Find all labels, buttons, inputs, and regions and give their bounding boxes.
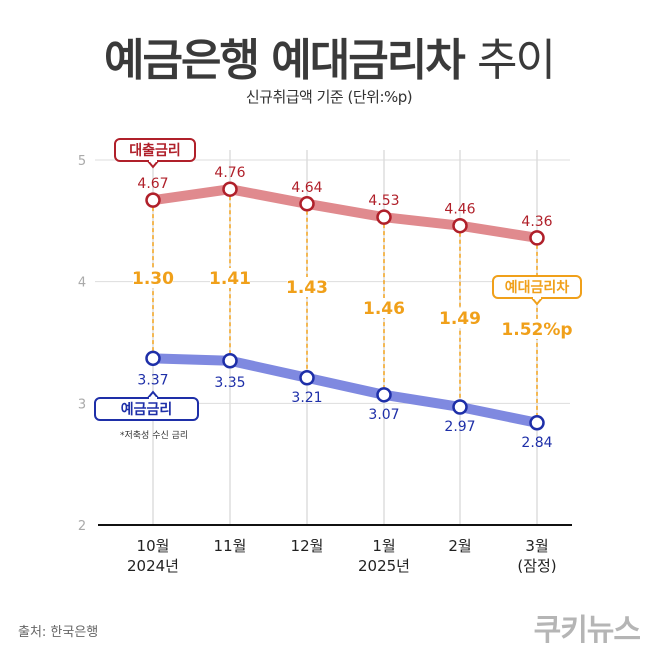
x-tick-label: 12월: [291, 537, 324, 555]
deposit-note: *저축성 수신 금리: [120, 431, 189, 441]
spread-label: 1.43: [286, 278, 328, 298]
deposit-legend-pointer-mask: [149, 397, 157, 400]
x-tick-label: 10월: [137, 537, 170, 555]
deposit-value-label: 2.97: [444, 419, 475, 435]
deposit-value-label: 3.37: [137, 372, 168, 388]
spread-legend-label: 예대금리차: [505, 280, 570, 296]
x-tick-label: 2월: [448, 537, 471, 555]
spread-label-bg: [210, 268, 250, 288]
loan-point: [452, 217, 468, 234]
x-tick-sublabel: (잠정): [517, 557, 556, 575]
x-tick-sublabel: 2025년: [358, 557, 410, 575]
deposit-value-label: 3.35: [214, 375, 245, 391]
logo: 쿠키뉴스: [533, 613, 641, 648]
loan-legend-pointer-mask: [149, 159, 157, 162]
subtitle: 신규취급액 기준 (단위:%p): [245, 88, 413, 106]
x-tick-label: 11월: [214, 537, 247, 555]
spread-label-bg: [287, 277, 327, 297]
deposit-rate-line: [148, 353, 542, 428]
x-tick-label: 1월: [372, 537, 395, 555]
spread-label-bg: [364, 298, 404, 318]
loan-point: [145, 192, 161, 208]
title-bold: 예금은행 예대금리차: [104, 35, 466, 86]
source: 출처: 한국은행: [18, 625, 99, 640]
spread-label-bg: [508, 319, 566, 339]
spread-label-bg: [440, 308, 480, 328]
loan-point: [299, 196, 315, 212]
spread-label: 1.52%p: [501, 320, 572, 340]
loan-legend-label: 대출금리: [129, 142, 181, 159]
loan-value-label: 4.53: [368, 193, 399, 209]
deposit-point: [376, 387, 392, 403]
deposit-legend-label: 예금금리: [121, 402, 173, 418]
deposit-legend-box: [94, 397, 199, 421]
spread-label: 1.41: [209, 269, 251, 289]
loan-point: [529, 230, 545, 246]
deposit-point: [222, 353, 238, 369]
spread-label: 1.46: [363, 299, 405, 319]
spread-label: 1.49: [439, 309, 481, 329]
loan-rate-line: [148, 184, 542, 243]
spread-legend-pointer: [531, 297, 543, 306]
loan-point: [222, 181, 238, 197]
page-title: 예금은행 예대금리차 추이: [0, 24, 658, 88]
loan-value-label: 4.64: [291, 180, 322, 196]
deposit-point: [529, 415, 545, 431]
deposit-value-label: 3.21: [291, 390, 322, 406]
y-tick-label: 3: [78, 397, 86, 412]
spread-label-bg: [133, 268, 173, 288]
spread-legend-pointer-mask: [533, 296, 541, 299]
deposit-value-label: 2.84: [521, 435, 552, 451]
loan-value-label: 4.46: [444, 202, 475, 218]
loan-legend-pointer: [147, 160, 159, 169]
deposit-value-label: 3.07: [368, 407, 399, 423]
y-tick-label: 2: [78, 519, 86, 534]
deposit-point: [299, 370, 315, 386]
loan-value-label: 4.76: [214, 165, 245, 181]
y-tick-label: 4: [78, 276, 86, 291]
x-tick-sublabel: 2024년: [127, 557, 179, 575]
loan-point: [376, 209, 392, 225]
deposit-point: [145, 350, 161, 367]
loan-value-label: 4.67: [137, 176, 168, 192]
y-tick-label: 5: [78, 154, 86, 169]
x-tick-label: 3월: [525, 537, 548, 555]
title-light: 추이: [477, 35, 556, 86]
deposit-point: [452, 399, 468, 415]
deposit-legend-pointer: [147, 390, 159, 399]
spread-label: 1.30: [132, 269, 174, 289]
loan-value-label: 4.36: [521, 214, 552, 230]
